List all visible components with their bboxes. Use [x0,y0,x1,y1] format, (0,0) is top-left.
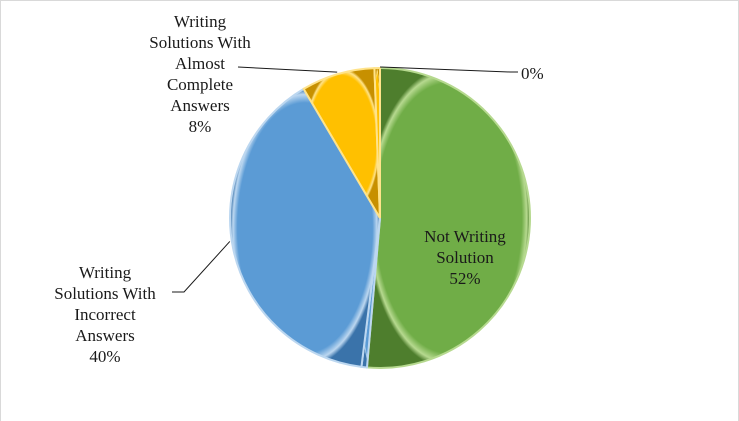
data-label-not-writing-solution: Not Writing Solution 52% [424,227,506,288]
pie-slice-not-writing-solution [365,66,531,369]
leader-line-zero [379,66,518,73]
leader-line-incorrect [172,241,231,293]
pie-slice-zero [373,66,381,219]
leader-line-almost-complete [237,66,338,73]
data-label-almost-complete: Writing Solutions With Almost Complete Answe… [149,12,251,136]
pie-slice-writing-solutions-with-incorrect-answers [229,87,382,368]
data-label-incorrect-answers: Writing Solutions With Incorrect Answers 40% [54,263,156,366]
data-label-zero: 0% [521,64,544,83]
